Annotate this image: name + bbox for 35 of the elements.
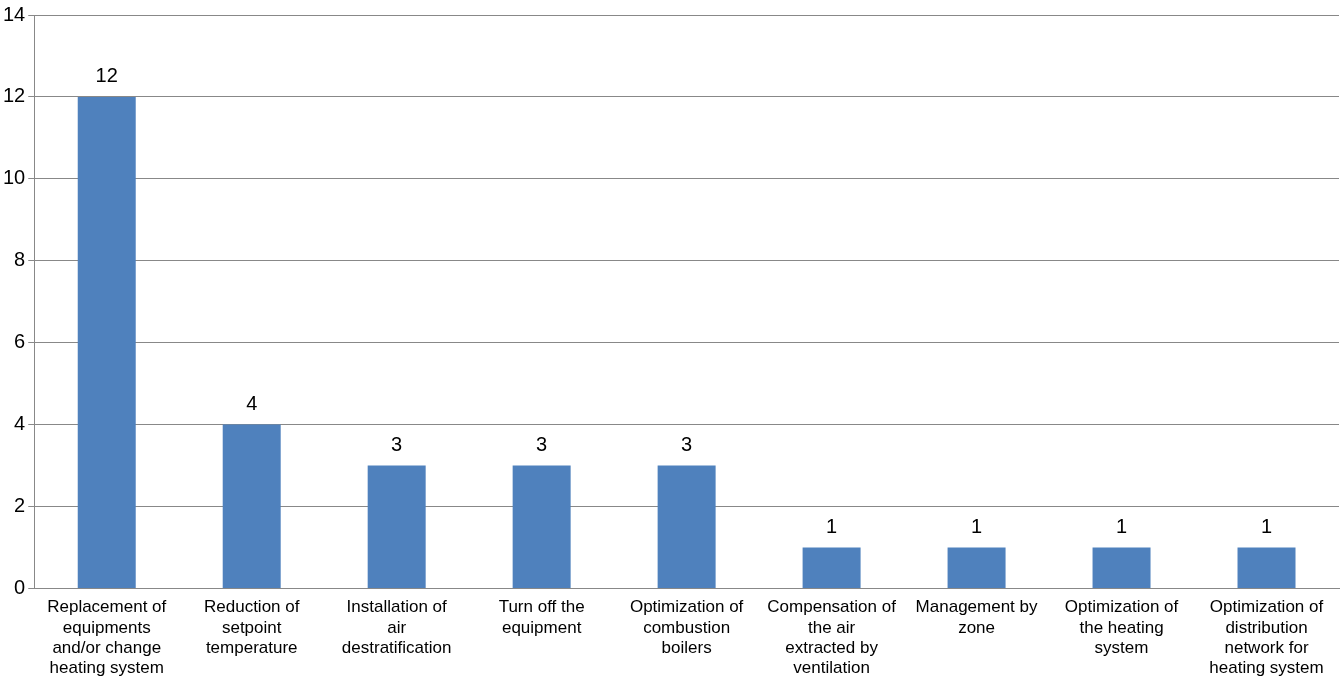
y-tick-label: 14 (3, 2, 26, 25)
x-tick-label: Optimization of combustion boilers (629, 597, 744, 658)
y-tick-label: 10 (3, 166, 26, 189)
bar (1092, 547, 1151, 588)
bar (947, 547, 1006, 588)
data-label: 1 (1260, 514, 1273, 537)
x-tick-label: Optimization of distribution network for heating system (1209, 597, 1324, 678)
y-tick-label: 6 (14, 330, 26, 353)
x-tick-label: Optimization of the heating system (1064, 597, 1179, 658)
bar (802, 547, 861, 588)
bar (77, 96, 136, 588)
bar (657, 465, 716, 588)
y-tick-label: 0 (14, 575, 26, 598)
y-tick-label: 2 (14, 494, 26, 516)
data-label: 1 (971, 514, 983, 537)
bar (367, 465, 426, 588)
y-tick-label: 8 (14, 248, 26, 271)
bar (222, 424, 281, 588)
x-tick-label: Management by zone (915, 597, 1039, 637)
data-label: 1 (1115, 514, 1128, 537)
data-label: 3 (536, 433, 548, 456)
data-label: 12 (95, 64, 118, 87)
data-label: 3 (391, 433, 403, 456)
bar (512, 465, 571, 588)
data-label: 4 (246, 392, 258, 415)
data-label: 3 (681, 433, 693, 456)
data-label: 1 (826, 514, 838, 537)
bar (1237, 547, 1296, 588)
x-tick-label: Turn off the equipment (498, 597, 585, 637)
y-tick-label: 12 (3, 84, 26, 107)
y-tick-label: 4 (14, 412, 26, 435)
x-tick-label: Installation of air destratification (341, 597, 452, 658)
x-tick-label: Reduction of setpoint temperature (203, 597, 300, 658)
x-tick-label: Compensation of the air extracted by ventilation (767, 597, 897, 678)
x-tick-label: Replacement of equipments and/or change heating system (47, 597, 167, 678)
